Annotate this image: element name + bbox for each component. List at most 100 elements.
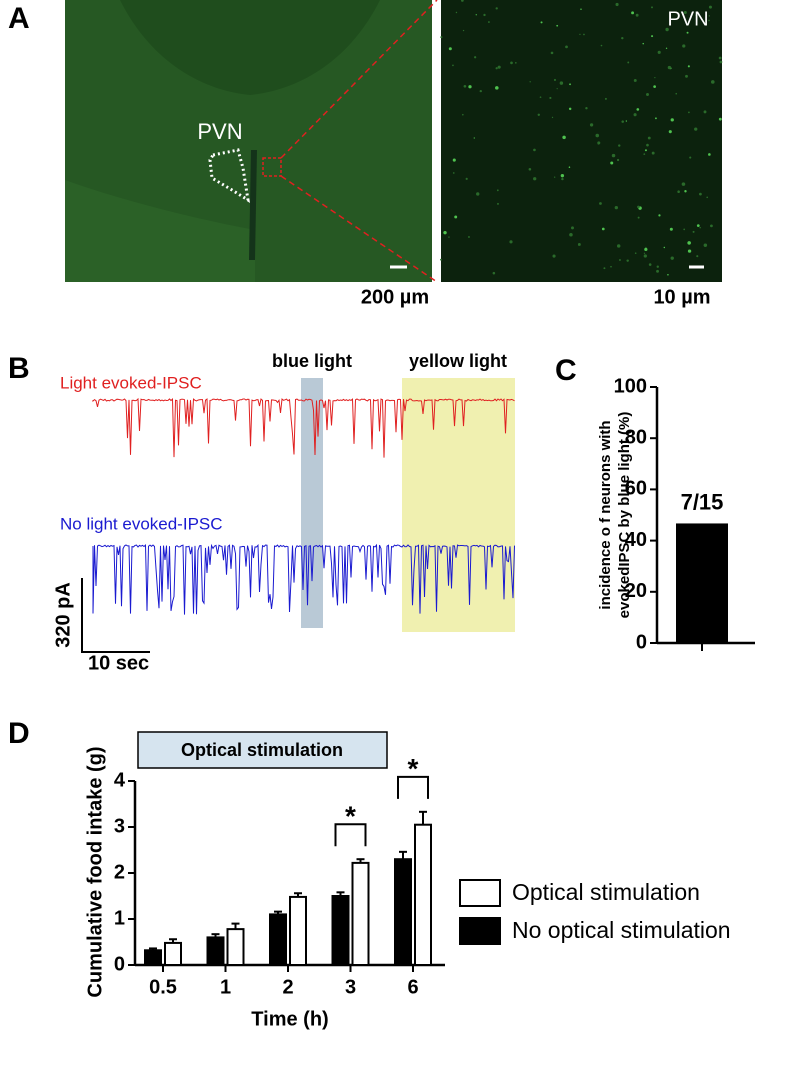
speck: [687, 65, 690, 68]
speck: [651, 151, 655, 155]
speck: [706, 196, 709, 199]
speck: [708, 19, 710, 22]
value-label: 7/15: [681, 489, 724, 514]
x-tick-label: 0.5: [149, 976, 177, 998]
x-tick-label: 1: [220, 976, 231, 998]
y-tick-label: 2: [114, 861, 125, 883]
speck: [455, 11, 458, 14]
pvn-outline: [208, 148, 250, 204]
speck: [621, 120, 624, 123]
speck: [529, 81, 531, 83]
speck: [682, 44, 686, 48]
speck: [651, 35, 654, 38]
y-tick-label: 40: [625, 529, 647, 551]
speck: [468, 85, 472, 89]
speck: [562, 135, 566, 140]
bar: [414, 823, 432, 967]
bar: [144, 949, 162, 967]
y-axis-label: Cumulative food intake (g): [84, 746, 106, 997]
trace: [92, 397, 515, 458]
speck: [495, 86, 499, 90]
speck: [668, 130, 672, 134]
y-axis-label: incidence o f neurons with: [597, 420, 614, 609]
speck: [643, 252, 646, 254]
speck: [610, 265, 612, 268]
scale-label: 10 sec: [88, 652, 149, 674]
speck: [585, 107, 588, 110]
speck: [642, 42, 644, 45]
significance-bracket: [397, 775, 429, 799]
speck: [610, 161, 614, 165]
speck: [462, 113, 464, 116]
y-tick-label: 0: [114, 953, 125, 975]
speck: [631, 11, 635, 15]
speck: [537, 113, 540, 116]
speck: [634, 252, 637, 255]
speck: [614, 205, 618, 210]
panel-label: D: [8, 717, 30, 750]
bar: [206, 936, 225, 967]
speck: [452, 172, 455, 174]
speck: [677, 190, 680, 193]
speck: [689, 156, 692, 159]
blue-light-period: [301, 378, 323, 628]
speck: [663, 246, 666, 249]
speck: [492, 271, 496, 275]
x-tick-label: 2: [282, 976, 293, 998]
trace-label: No light evoked-IPSC: [60, 514, 223, 533]
speck: [636, 108, 640, 111]
speck: [708, 15, 710, 17]
period-label: yellow light: [409, 351, 507, 371]
y-tick-label: 20: [625, 580, 647, 602]
speck: [718, 117, 722, 121]
speck: [533, 177, 537, 181]
y-tick-label: 4: [114, 769, 126, 791]
speck: [560, 173, 565, 178]
x-axis-label: Time (h): [251, 1008, 328, 1030]
y-axis-label: evokedIPSC by blue light (%): [616, 412, 633, 619]
speck: [627, 61, 630, 64]
speck: [452, 158, 456, 162]
speck: [688, 111, 690, 114]
panel-label: C: [555, 354, 577, 387]
speck: [600, 44, 603, 47]
speck: [683, 228, 686, 231]
speck: [540, 21, 543, 24]
speck: [497, 202, 499, 205]
speck: [569, 83, 571, 86]
image-structure: [249, 149, 257, 261]
speck: [448, 47, 452, 51]
speck: [476, 192, 480, 196]
scale-label: 200 µm: [361, 286, 429, 308]
speck: [579, 33, 581, 36]
panel-label: A: [8, 2, 30, 35]
speck: [626, 259, 629, 262]
speck: [550, 51, 554, 55]
speck: [568, 166, 571, 168]
speck: [556, 24, 559, 27]
zoom-box: [262, 157, 282, 177]
image-structure: [120, 0, 380, 95]
speck: [633, 79, 637, 82]
speck: [617, 244, 621, 248]
speck: [462, 29, 465, 32]
speck: [473, 137, 475, 139]
speck: [635, 13, 639, 17]
speck: [633, 113, 637, 117]
speck: [657, 50, 661, 54]
speck: [644, 247, 648, 252]
speck: [643, 153, 646, 156]
speck: [514, 61, 517, 64]
bar: [289, 895, 307, 966]
speck: [554, 176, 556, 178]
speck: [539, 96, 542, 99]
speck: [683, 11, 687, 15]
speck: [686, 31, 689, 34]
bar: [226, 928, 245, 966]
speck: [710, 224, 713, 228]
speck: [667, 273, 669, 276]
speck: [595, 133, 600, 138]
speck: [487, 21, 490, 23]
scale-label: 320 pA: [52, 582, 74, 648]
